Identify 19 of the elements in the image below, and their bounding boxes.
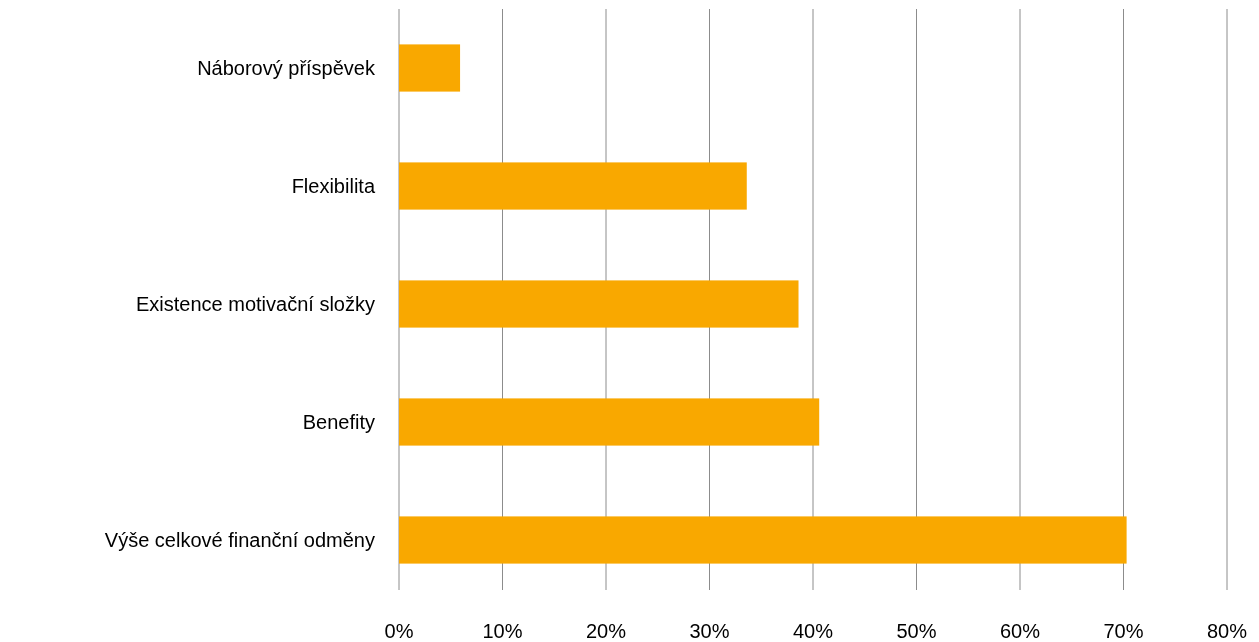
bar [399,44,461,92]
bar [399,280,799,328]
bar [399,398,820,446]
x-tick-label: 70% [1103,620,1144,642]
bar [399,516,1127,564]
x-tick-label: 10% [482,620,523,642]
x-tick-label: 30% [689,620,730,642]
y-tick-label: Náborový příspěvek [197,57,376,79]
x-tick-label: 40% [792,620,834,642]
y-tick-label: Výše celkové finanční odměny [104,529,375,551]
y-tick-label: Flexibilita [291,175,376,197]
y-tick-label: Existence motivační složky [136,293,375,315]
bar [399,162,747,210]
y-tick-label: Benefity [302,411,375,433]
x-tick-label: 0% [384,620,414,642]
x-tick-label: 20% [585,620,627,642]
x-tick-label: 60% [999,620,1041,642]
x-tick-label: 50% [896,620,937,642]
x-tick-label: 80% [1206,620,1248,642]
